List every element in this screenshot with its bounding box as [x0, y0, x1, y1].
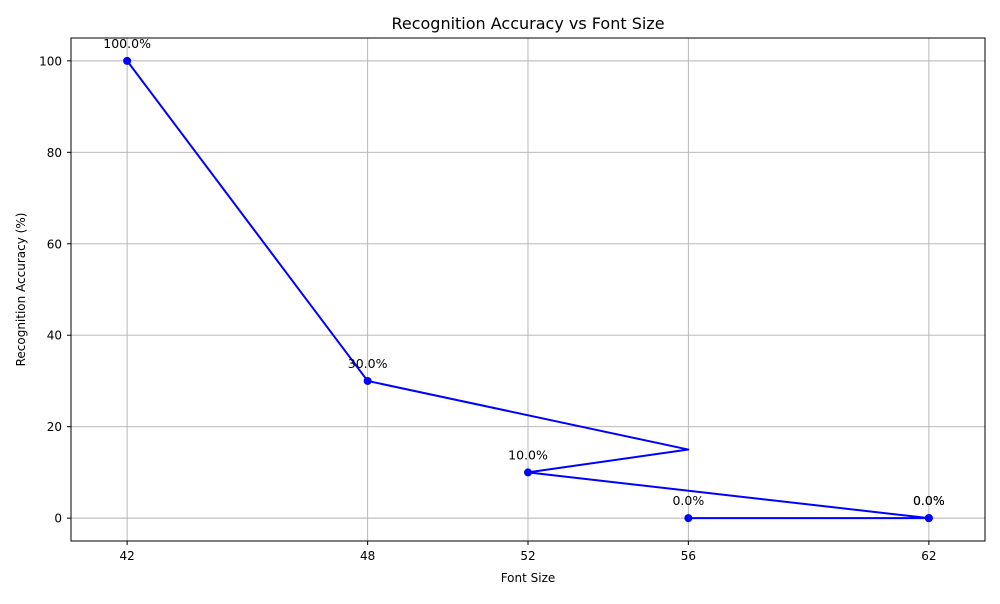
- y-axis-label: Recognition Accuracy (%): [14, 213, 28, 367]
- data-point-label: 0.0%: [672, 493, 704, 508]
- data-point: [684, 514, 693, 523]
- y-tick-label: 0: [54, 512, 62, 526]
- data-point-label: 0.0%: [913, 493, 945, 508]
- y-tick-label: 60: [47, 237, 62, 251]
- x-axis-label: Font Size: [501, 571, 556, 585]
- chart-title: Recognition Accuracy vs Font Size: [391, 14, 664, 33]
- y-tick-label: 80: [47, 146, 62, 160]
- y-tick-label: 20: [47, 420, 62, 434]
- data-point: [524, 468, 532, 477]
- x-tick-label: 42: [119, 549, 134, 563]
- axis-ticks: 42 48 52 56 62 0 20 40 60 80 100: [39, 54, 936, 563]
- x-tick-label: 52: [520, 549, 535, 563]
- data-point: [363, 376, 372, 385]
- data-point-label: 0.0%: [913, 493, 945, 508]
- data-point: [924, 514, 933, 523]
- data-labels: 100.0%30.0%10.0%0.0%0.0% 0.0%: [103, 36, 945, 508]
- grid: [71, 38, 985, 541]
- x-tick-label: 48: [360, 549, 375, 563]
- series-layer: [123, 56, 933, 523]
- y-tick-label: 40: [47, 329, 62, 343]
- data-point: [123, 56, 132, 65]
- y-tick-label: 100: [39, 54, 62, 68]
- data-point-label: 100.0%: [103, 36, 151, 51]
- data-point-label: 10.0%: [508, 447, 548, 462]
- x-tick-label: 62: [921, 549, 936, 563]
- data-point-label: 30.0%: [348, 356, 388, 371]
- x-tick-label: 56: [681, 549, 696, 563]
